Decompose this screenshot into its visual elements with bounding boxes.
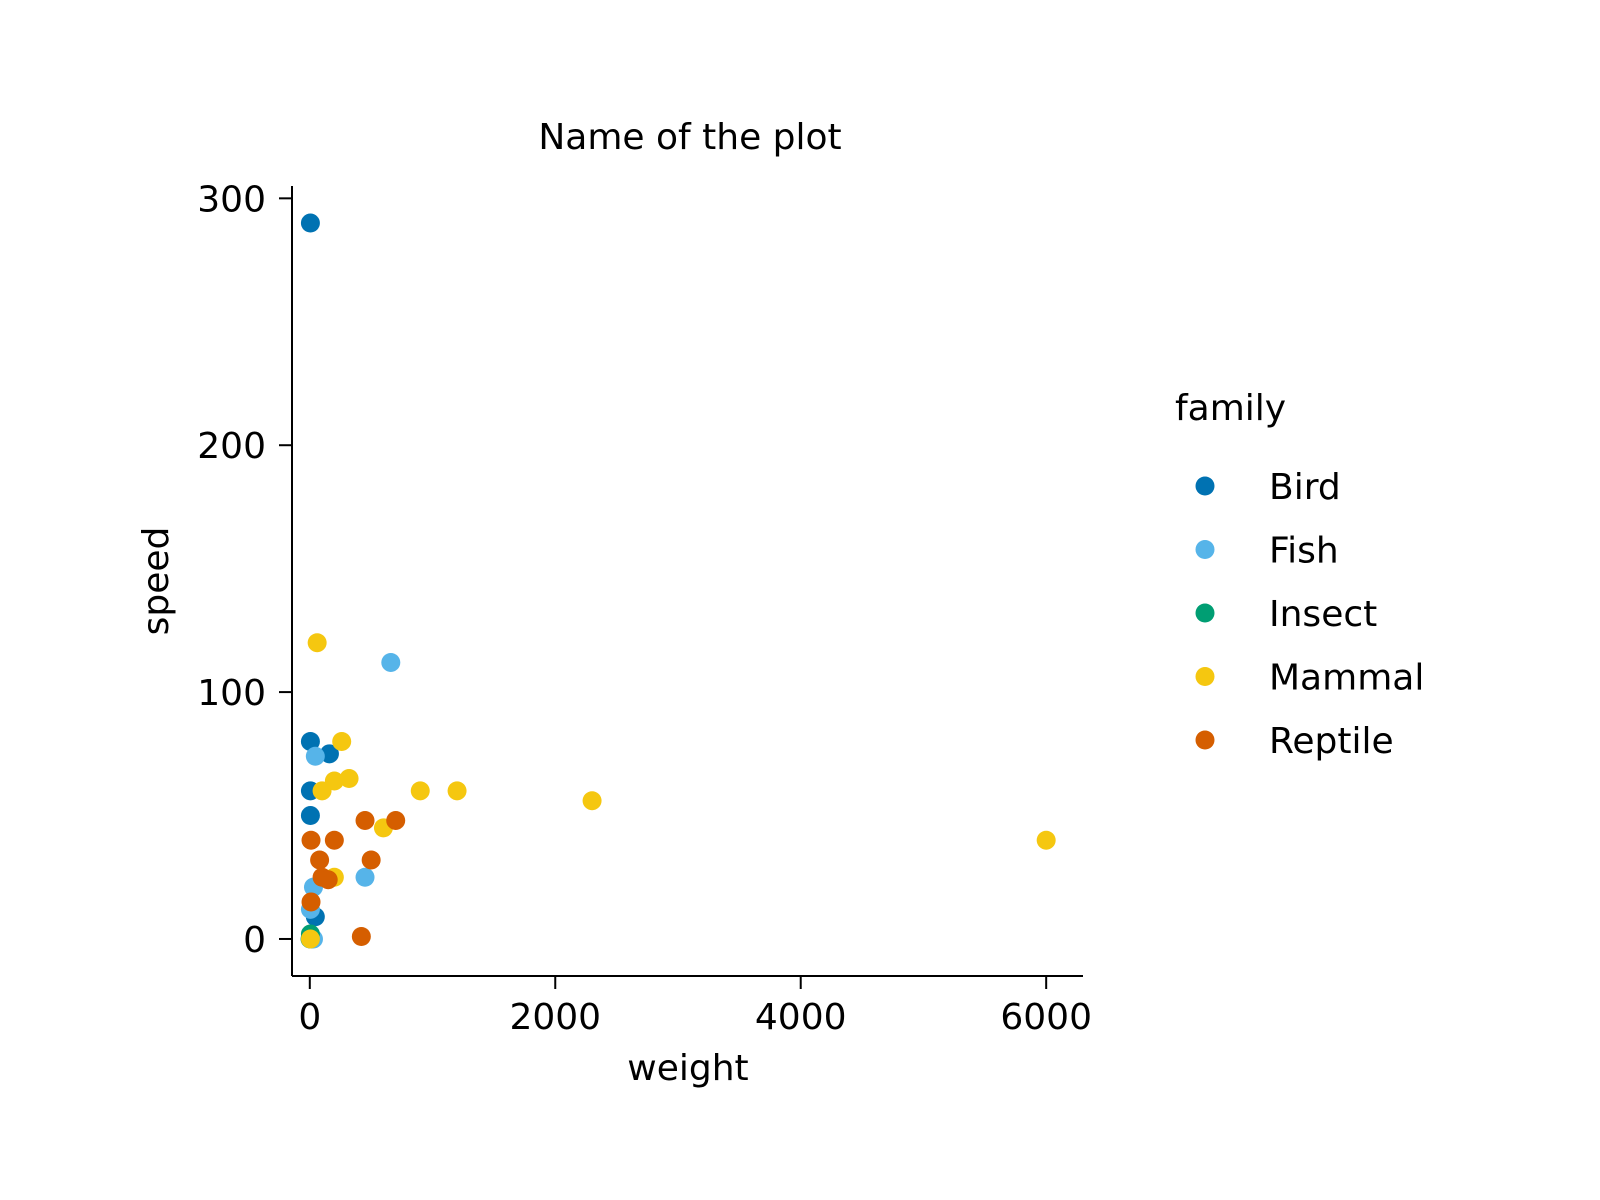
data-point-mammal	[332, 731, 352, 751]
legend-marker	[1195, 540, 1215, 559]
legend-label: Fish	[1269, 531, 1339, 572]
legend-label: Reptile	[1269, 721, 1394, 762]
data-point-reptile	[318, 870, 338, 890]
x-axis-label: weight	[627, 1048, 748, 1089]
data-point-reptile	[301, 892, 321, 912]
data-point-mammal	[339, 769, 359, 788]
data-point-reptile	[351, 927, 371, 946]
y-tick-label: 100	[197, 673, 266, 714]
data-point-mammal	[1036, 830, 1056, 850]
chart-title: Name of the plot	[538, 117, 841, 158]
data-point-bird	[300, 213, 320, 233]
y-axis-label: speed	[136, 527, 177, 636]
data-point-reptile	[310, 850, 330, 870]
data-point-mammal	[307, 633, 327, 653]
y-tick-label: 300	[197, 179, 266, 220]
x-tick-label: 6000	[1000, 997, 1092, 1038]
data-point-mammal	[582, 791, 602, 811]
legend-label: Insect	[1269, 594, 1377, 635]
legend-marker	[1195, 730, 1215, 750]
axes	[291, 186, 1083, 977]
data-point-fish	[305, 746, 325, 766]
data-point-bird	[300, 731, 320, 751]
legend-item-mammal: Mammal	[1195, 658, 1424, 699]
legend-items: Bird Fish Insect Mammal Reptile	[1195, 467, 1424, 762]
legend-title: family	[1175, 388, 1286, 429]
legend-label: Mammal	[1269, 658, 1424, 699]
data-point-reptile	[355, 810, 375, 830]
data-point-mammal	[410, 781, 430, 801]
data-point-reptile	[386, 810, 406, 830]
data-point-bird	[300, 806, 320, 826]
data-point-mammal	[312, 781, 332, 801]
data-points	[300, 213, 1056, 949]
x-ticks: 0 2000 4000 6000	[298, 976, 1092, 1038]
x-tick-label: 4000	[755, 997, 847, 1038]
y-ticks: 0 100 200 300	[197, 179, 292, 961]
legend-item-fish: Fish	[1195, 531, 1339, 572]
y-tick-label: 200	[197, 426, 266, 467]
legend-item-bird: Bird	[1195, 467, 1341, 508]
legend-item-reptile: Reptile	[1195, 721, 1394, 762]
legend-item-insect: Insect	[1195, 594, 1377, 635]
legend-label: Bird	[1269, 467, 1341, 508]
y-tick-label: 0	[243, 920, 266, 961]
x-tick-label: 2000	[509, 997, 601, 1038]
data-point-mammal	[300, 929, 320, 949]
legend-marker	[1195, 603, 1215, 623]
data-point-reptile	[324, 830, 344, 850]
data-point-mammal	[447, 781, 467, 801]
legend-marker	[1195, 476, 1215, 496]
data-point-fish	[355, 867, 375, 887]
x-tick-label: 0	[298, 997, 321, 1038]
series-mammal	[300, 633, 1056, 949]
data-point-bird	[319, 744, 339, 764]
series-reptile	[301, 810, 406, 946]
legend-marker	[1195, 667, 1215, 686]
legend: family Bird Fish Insect Mammal Reptile	[1175, 388, 1424, 762]
data-point-reptile	[361, 850, 381, 870]
data-point-reptile	[301, 830, 321, 850]
data-point-fish	[381, 652, 401, 672]
